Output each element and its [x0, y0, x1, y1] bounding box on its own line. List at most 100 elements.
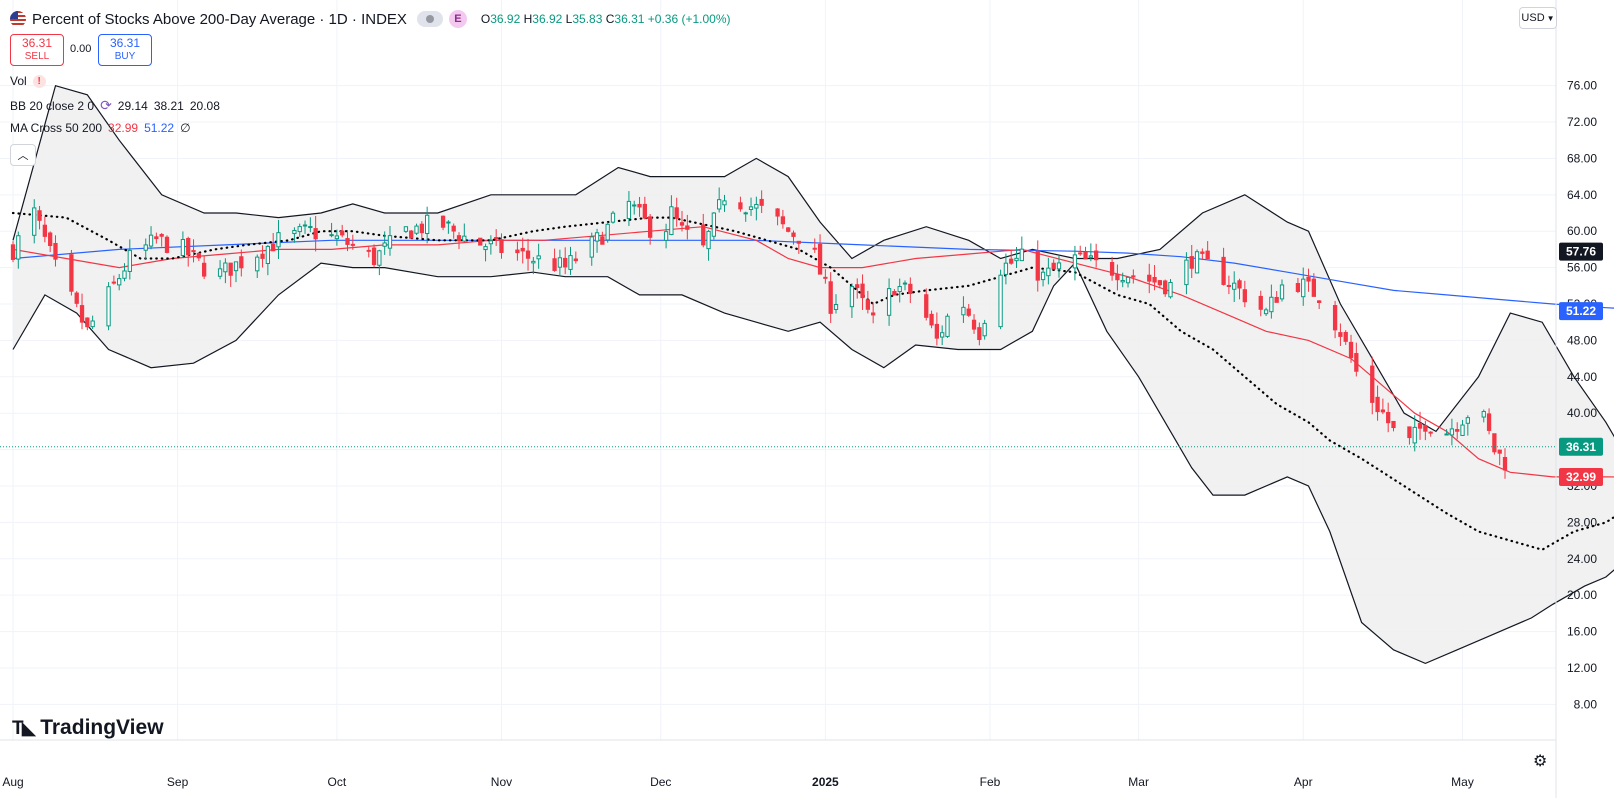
candle-body [1115, 273, 1120, 281]
candle [1125, 276, 1131, 288]
collapse-legend-button[interactable]: ︿ [10, 144, 36, 166]
buy-button[interactable]: 36.31 BUY [98, 34, 152, 66]
candle [1109, 256, 1115, 281]
candle [1163, 279, 1168, 297]
price-tag-bg [1559, 302, 1603, 321]
candle-body [1370, 365, 1375, 403]
candle [265, 245, 271, 276]
candle [1407, 426, 1412, 445]
candle-body [961, 306, 966, 316]
candle-body [892, 291, 897, 296]
candle-body [106, 286, 111, 327]
candle-body [1332, 305, 1338, 331]
candle-body [1348, 341, 1354, 359]
y-tick-label: 72.00 [1567, 115, 1597, 129]
price-tag-label: 36.31 [1566, 440, 1596, 454]
price-axis[interactable]: 76.0072.0068.0064.0060.0056.0052.0048.00… [1567, 79, 1597, 712]
candle-body [1205, 250, 1210, 260]
candle-body [1412, 426, 1417, 444]
y-tick-label: 44.00 [1567, 370, 1597, 384]
candle-body [685, 225, 690, 230]
candle [557, 249, 563, 277]
candle [966, 303, 971, 317]
gear-icon[interactable]: ⚙ [1533, 753, 1548, 770]
candle [1301, 267, 1306, 306]
candle [1184, 252, 1189, 295]
candle [706, 229, 711, 261]
time-axis[interactable]: Aug Sep Oct Nov Dec 2025 Feb Mar Apr May [2, 775, 1474, 789]
candle-body [32, 207, 37, 236]
price-tag: 32.99 [1559, 467, 1603, 486]
candle [1200, 248, 1205, 261]
candle-body [1163, 280, 1168, 295]
market-status-icon[interactable] [416, 11, 443, 27]
candle-body [223, 262, 228, 273]
candle-body [196, 252, 201, 259]
candle-body [382, 242, 387, 247]
sell-button[interactable]: 36.31 SELL [10, 34, 64, 66]
candle-body [902, 282, 908, 285]
candle-body [1125, 276, 1131, 284]
candle-body [10, 244, 16, 260]
candle-body [1391, 420, 1396, 429]
candle-body [1311, 278, 1317, 297]
candle-body [191, 250, 196, 253]
candle [297, 223, 302, 237]
candle-body [255, 256, 260, 272]
candle [648, 213, 653, 245]
candle [940, 325, 945, 346]
candle [1348, 334, 1354, 363]
candle-body [886, 288, 892, 316]
symbol-title[interactable]: Percent of Stocks Above 200-Day Average … [32, 10, 407, 28]
currency-selector[interactable]: USD ▼ [1519, 7, 1557, 29]
price-tag: 36.31 [1559, 437, 1603, 456]
candle-body [1221, 256, 1226, 285]
volume-indicator[interactable]: Vol ! [10, 74, 46, 88]
candle-body [1242, 289, 1247, 303]
candle [738, 196, 743, 212]
candle-body [451, 225, 456, 232]
candle [478, 237, 483, 246]
candle-body [228, 262, 233, 276]
price-tags: 57.76 51.22 36.31 32.99 [1559, 242, 1603, 486]
candle [79, 293, 85, 330]
candle [605, 222, 610, 243]
candle [180, 231, 186, 258]
candle [1455, 422, 1460, 440]
candle [796, 240, 801, 254]
candle-body [520, 247, 525, 252]
candle-body [42, 224, 48, 237]
candle [1306, 268, 1311, 292]
candle-body [345, 238, 350, 245]
candle-body [1258, 295, 1263, 310]
candle [663, 223, 669, 249]
earnings-badge[interactable]: E [448, 10, 467, 28]
candle [1046, 257, 1051, 285]
candle-body [79, 305, 85, 323]
ma-cross-label: MA Cross 50 200 [10, 121, 103, 135]
tradingview-logo[interactable]: T◣ TradingView [12, 716, 164, 740]
candle [1370, 356, 1375, 415]
candle-body [1078, 252, 1083, 255]
candle-body [1152, 276, 1157, 283]
warning-icon[interactable]: ! [32, 74, 46, 88]
candle [382, 231, 387, 255]
candle [42, 216, 48, 243]
candle [37, 205, 42, 230]
candle-body [1040, 271, 1046, 281]
candle [223, 258, 228, 284]
candle [563, 247, 568, 275]
candle-body [929, 313, 934, 326]
candle-body [796, 240, 801, 244]
candle-body [186, 237, 191, 256]
ma-cross-indicator[interactable]: MA Cross 50 200 32.99 51.22 ∅ [10, 121, 191, 135]
price-tag-label: 57.76 [1566, 245, 1596, 259]
bollinger-lower-value: 20.08 [189, 98, 220, 113]
bollinger-indicator[interactable]: BB 20 close 2 0 ⟳ 29.14 38.21 20.08 [10, 97, 220, 114]
y-tick-label: 76.00 [1567, 79, 1597, 93]
candle [371, 244, 377, 268]
candle-body [897, 286, 902, 293]
candle-body [934, 323, 940, 339]
candle [1003, 253, 1009, 285]
